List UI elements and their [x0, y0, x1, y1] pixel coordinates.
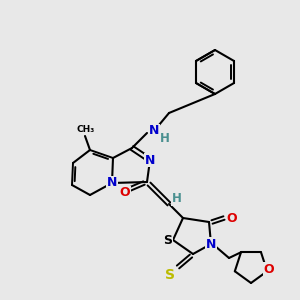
- Text: N: N: [149, 124, 159, 137]
- Text: H: H: [172, 193, 182, 206]
- Text: O: O: [264, 263, 274, 276]
- Text: O: O: [227, 212, 237, 224]
- Text: S: S: [164, 233, 172, 247]
- Text: O: O: [120, 187, 130, 200]
- Text: N: N: [206, 238, 216, 250]
- Text: N: N: [145, 154, 155, 166]
- Text: N: N: [107, 176, 117, 190]
- Text: S: S: [165, 268, 175, 282]
- Text: CH₃: CH₃: [77, 124, 95, 134]
- Text: H: H: [160, 131, 170, 145]
